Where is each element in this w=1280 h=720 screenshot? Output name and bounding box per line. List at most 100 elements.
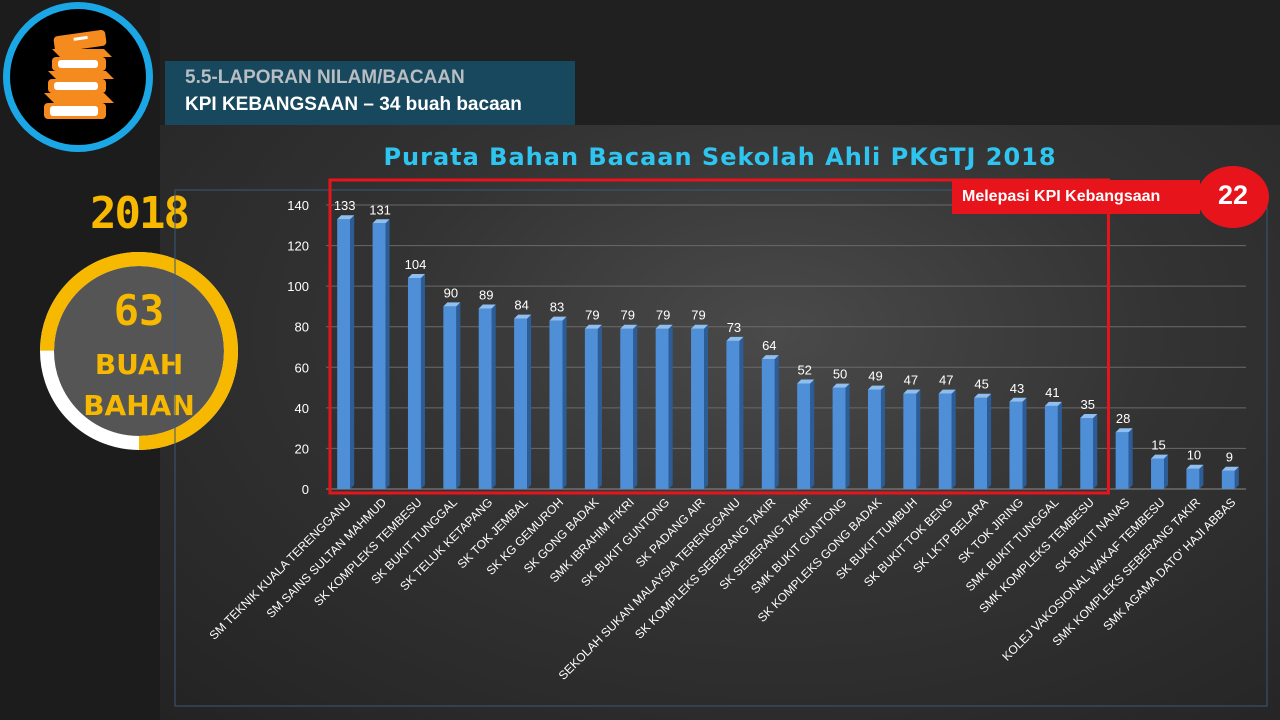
bar — [832, 383, 850, 489]
bar-top — [832, 383, 850, 388]
bar-front — [832, 387, 846, 489]
data-label: 89 — [479, 287, 493, 302]
data-label: 83 — [550, 300, 564, 315]
chart-title: Purata Bahan Bacaan Sekolah Ahli PKGTJ 2… — [383, 143, 1056, 171]
count-ring — [40, 252, 238, 450]
bar-top — [372, 219, 390, 224]
bar-front — [407, 278, 421, 489]
bar — [1115, 428, 1133, 489]
bar-front — [691, 328, 705, 489]
bar-front — [797, 383, 811, 489]
bar-top — [407, 274, 425, 279]
report-header: 5.5-LAPORAN NILAM/BACAAN KPI KEBANGSAAN … — [165, 61, 575, 125]
data-label: 41 — [1045, 385, 1059, 400]
bar-side — [1128, 428, 1133, 489]
bar — [938, 389, 956, 489]
bar-front — [1186, 468, 1200, 489]
bar-front — [867, 389, 881, 489]
bar-side — [704, 324, 709, 489]
x-tick-label: KOLEJ VAKOSIONAL WAKAF TEMBESU — [999, 495, 1167, 663]
data-label: 133 — [334, 198, 356, 213]
y-tick-label: 40 — [295, 401, 309, 416]
bar-front — [1151, 458, 1165, 489]
bar-top — [443, 302, 461, 307]
bar-top — [974, 393, 992, 398]
bar-front — [903, 393, 917, 489]
data-label: 84 — [514, 298, 528, 313]
bar-top — [726, 336, 744, 341]
logo — [3, 2, 153, 152]
bar-front — [1115, 432, 1129, 489]
bar-side — [562, 316, 567, 489]
bar-front — [372, 223, 386, 489]
data-label: 43 — [1010, 381, 1024, 396]
bar — [478, 304, 496, 489]
bar-top — [903, 389, 921, 394]
bar-side — [810, 379, 815, 489]
bar — [761, 355, 779, 489]
bar-side — [1022, 397, 1027, 489]
bar-front — [1221, 470, 1235, 489]
y-tick-label: 100 — [287, 279, 309, 294]
report-kpi-subtitle: KPI KEBANGSAAN – 34 buah bacaan — [185, 94, 522, 115]
bar-top — [761, 355, 779, 360]
books-icon — [44, 29, 114, 119]
bar-top — [1115, 428, 1133, 433]
bar — [1186, 464, 1204, 489]
kpi-highlight-box — [328, 178, 1110, 495]
bar-top — [938, 389, 956, 394]
bar-front — [514, 318, 528, 489]
bar-front — [549, 320, 563, 489]
data-label: 52 — [797, 363, 811, 378]
bar-top — [1080, 414, 1098, 418]
bar-top — [655, 324, 673, 329]
bar-side — [845, 383, 850, 489]
data-label: 49 — [868, 369, 882, 384]
bar-front — [584, 328, 598, 489]
count-unit-line1: BUAH — [94, 348, 184, 381]
bar — [797, 379, 815, 489]
bar-top — [478, 304, 496, 309]
bar-top — [1221, 466, 1239, 471]
bar-front — [1080, 418, 1094, 489]
bar-side — [491, 304, 496, 489]
bar-top — [1009, 397, 1027, 402]
data-label: 50 — [833, 367, 847, 382]
bar — [1009, 397, 1027, 489]
y-tick-label: 80 — [295, 320, 309, 335]
bar-side — [987, 393, 992, 489]
bar — [726, 336, 744, 489]
bar-side — [1057, 401, 1062, 489]
kpi-count: 22 — [1217, 180, 1249, 210]
bar-front — [443, 306, 457, 489]
bar-top — [1186, 464, 1204, 469]
bar-front — [938, 393, 952, 489]
y-tick-label: 140 — [287, 198, 309, 213]
data-label: 45 — [974, 377, 988, 392]
data-label: 131 — [369, 202, 391, 217]
bar-top — [867, 385, 885, 390]
data-label: 79 — [585, 308, 599, 323]
bar-side — [1164, 454, 1169, 489]
data-label: 47 — [904, 373, 918, 388]
bar-front — [478, 308, 492, 489]
data-label: 35 — [1081, 397, 1095, 412]
bar-side — [1234, 466, 1239, 489]
bar-front — [337, 219, 351, 489]
bar-top — [1151, 454, 1169, 459]
bar — [655, 324, 673, 489]
bar-side — [597, 324, 602, 489]
x-tick-label: SM TEKNIK KUALA TERENGGANU — [207, 495, 354, 642]
year-label: 2018 — [90, 188, 190, 239]
y-tick-label: 20 — [295, 441, 309, 456]
kpi-badge: Melepasi KPI Kebangsaan — [952, 180, 1200, 214]
bar-side — [633, 324, 638, 489]
bar-front — [1009, 401, 1023, 489]
bar — [372, 219, 390, 489]
bar-side — [1199, 464, 1204, 489]
data-label: 79 — [621, 308, 635, 323]
bar-side — [420, 274, 425, 489]
bar — [903, 389, 921, 489]
bar — [691, 324, 709, 489]
